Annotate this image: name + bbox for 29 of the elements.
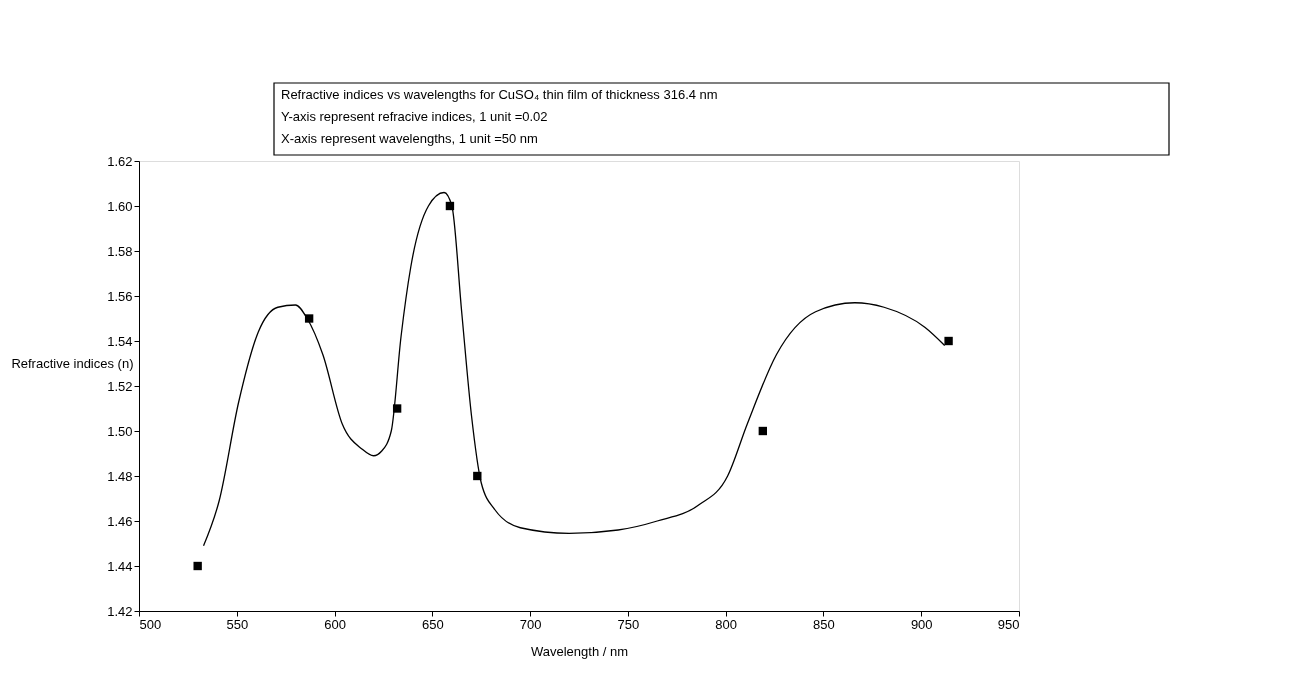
x-tick-label: 500 [139, 616, 162, 632]
point [944, 336, 953, 346]
y-tick-label: 1.60 [107, 198, 133, 214]
y-tick-label: 1.46 [107, 513, 133, 529]
y-tick-label: 1.56 [107, 288, 133, 304]
x-tick-label: 600 [324, 616, 346, 632]
x-tick-label: 800 [715, 616, 738, 632]
text: Y-axis represent refracive indices, 1 unit =0.02 [281, 109, 548, 124]
x-tick-label: 850 [813, 616, 835, 632]
x-tick-label: 650 [421, 616, 444, 632]
x-tick-label: 700 [519, 616, 542, 632]
x-axis-title: Wavelength / nm [530, 643, 629, 659]
y-tick-label: 1.54 [107, 333, 133, 349]
point [758, 426, 768, 436]
point [193, 561, 202, 571]
y-tick-label: 1.52 [107, 378, 133, 394]
x-tick-label: 550 [226, 616, 249, 632]
y-tick-label: 1.44 [107, 558, 133, 574]
x-tick-label: 950 [997, 616, 1020, 632]
y-tick-label: 1.48 [107, 468, 133, 484]
text: X-axis represent wavelengths, 1 unit =50 nm [281, 131, 538, 146]
y-axis-title: Refractive indices (n) [11, 355, 134, 371]
x-tick-label: 750 [617, 616, 640, 632]
x-tick-label: 900 [910, 616, 933, 632]
y-tick-label: 1.58 [107, 243, 133, 259]
y-tick-label: 1.50 [107, 423, 133, 439]
y-tick-label: 1.42 [107, 603, 133, 619]
text: Refractive indices vs wavelengths for CuSO₄ thin film of thickness 316.4 nm [281, 87, 718, 102]
y-tick-label: 1.62 [107, 153, 133, 169]
